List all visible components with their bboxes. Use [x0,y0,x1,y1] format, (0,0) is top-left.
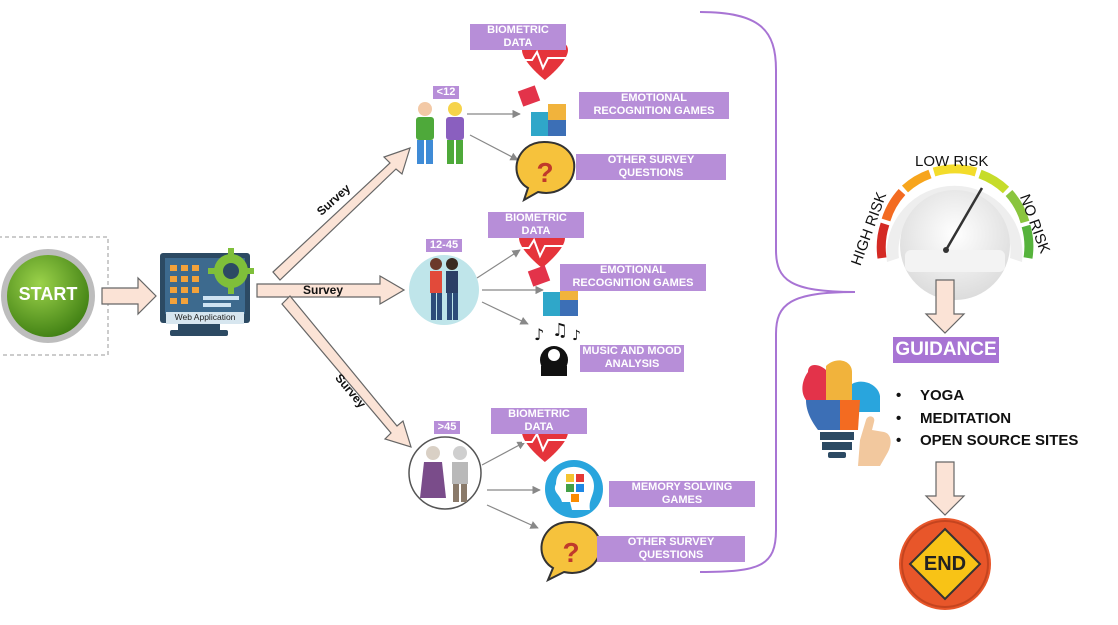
branch3-memory-games: MEMORY SOLVING GAMES [609,481,755,507]
age-group-over-45: >45 [434,421,460,434]
question-bubble-icon: ? [540,520,602,583]
branch2-biometric-data: BIOMETRIC DATA [488,212,584,238]
heart-icon [522,41,568,80]
svg-text:♪: ♪ [534,325,544,344]
guidance-item: MEDITATION [896,408,1078,431]
elderly-figure [408,436,482,510]
svg-text:?: ? [536,157,553,188]
children-figure [416,102,464,164]
start-to-webapp-arrow [101,276,157,316]
guidance-to-end-arrow [924,461,966,516]
connector-arrows [467,109,544,529]
guidance-item: OPEN SOURCE SITES [896,430,1078,453]
guidance-list: YOGA MEDITATION OPEN SOURCE SITES [896,385,1078,453]
svg-text:♫: ♫ [552,320,568,341]
gauge-to-guidance-arrow [924,279,966,334]
survey-arrow-middle [256,274,406,306]
branch3-other-questions: OTHER SURVEY QUESTIONS [597,536,745,562]
survey-label-middle: Survey [303,283,344,297]
survey-arrow-up [272,147,411,281]
branch1-other-questions: OTHER SURVEY QUESTIONS [576,154,726,180]
question-bubble-icon: ? [515,140,576,203]
svg-text:♪: ♪ [572,328,581,344]
adults-figure [409,255,479,325]
age-group-under-12: <12 [433,86,459,99]
branch3-biometric-data: BIOMETRIC DATA [491,408,587,434]
branch2-music-mood: MUSIC AND MOOD ANALYSIS [580,345,684,372]
branch1-biometric-data: BIOMETRIC DATA [470,24,566,50]
heart-icon [519,229,565,268]
risk-gauge [876,164,1034,300]
branch1-emotional-games: EMOTIONAL RECOGNITION GAMES [579,92,729,119]
web-application-icon [160,248,254,336]
branch2-emotional-games: EMOTIONAL RECOGNITION GAMES [560,264,706,291]
guidance-label: GUIDANCE [893,337,999,363]
gauge-needle [944,187,984,251]
guidance-item: YOGA [896,385,1078,408]
end-label: END [923,553,967,575]
start-label: START [18,284,78,304]
web-application-label: Web Application [174,312,236,322]
svg-text:?: ? [562,537,579,568]
end-node[interactable] [899,518,991,610]
lightbulb-puzzle-icon [802,360,891,466]
puzzle-icon [517,85,566,136]
survey-arrow-down [281,295,412,448]
age-group-12-45: 12-45 [426,239,462,252]
start-node[interactable] [1,249,95,343]
memory-head-icon [545,460,603,518]
grouping-brace [699,11,856,573]
gauge-low-risk-label: LOW RISK [915,153,989,170]
music-icon: ♪ ♫ ♪ [534,320,581,376]
